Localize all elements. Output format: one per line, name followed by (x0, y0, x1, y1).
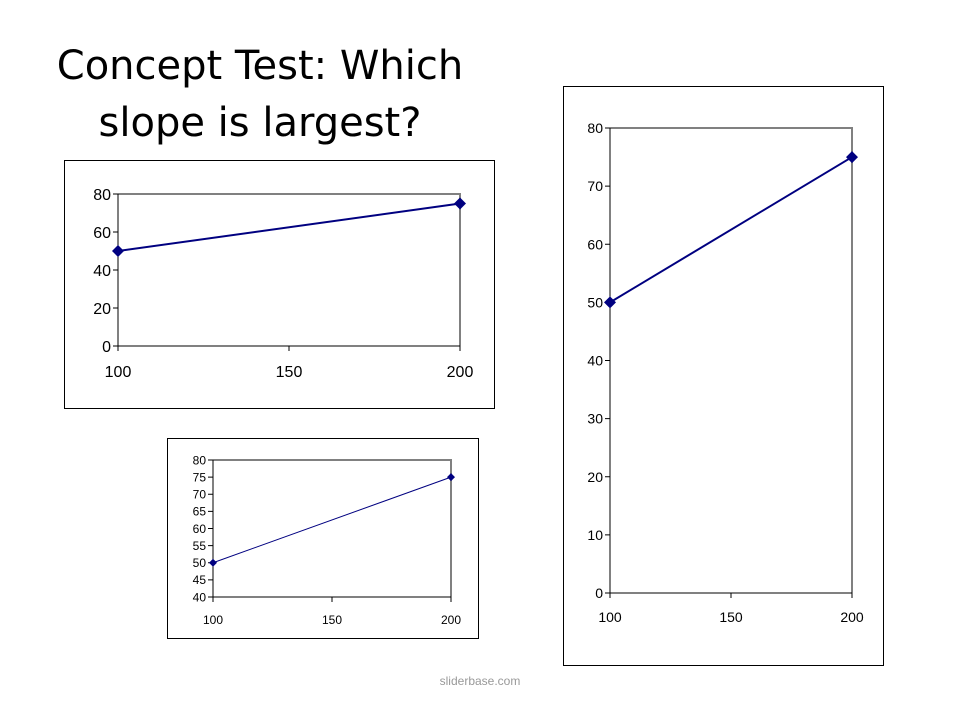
data-point-marker (447, 473, 455, 482)
x-tick-label: 100 (203, 613, 223, 627)
data-point-marker (454, 197, 466, 210)
y-tick-label: 0 (102, 339, 111, 356)
series-line (212, 476, 452, 564)
y-tick-label: 50 (587, 294, 603, 310)
plot-area-border (213, 459, 452, 597)
data-point-marker (846, 151, 858, 164)
y-tick-label: 50 (193, 556, 207, 570)
y-tick-label: 60 (193, 522, 207, 536)
y-tick-label: 70 (193, 488, 207, 502)
y-tick-label: 60 (587, 236, 603, 252)
chart-frame (167, 438, 479, 639)
y-tick-label: 45 (193, 573, 207, 587)
y-tick-label: 65 (193, 505, 207, 519)
data-point-marker (112, 245, 124, 257)
series-line (117, 202, 461, 252)
x-tick-label: 100 (598, 609, 622, 625)
y-tick-label: 40 (93, 263, 111, 280)
y-tick-label: 0 (595, 585, 603, 601)
y-tick-label: 80 (193, 453, 207, 467)
x-tick-label: 150 (322, 613, 342, 627)
y-tick-label: 80 (587, 120, 603, 136)
chart-3: 0 10 20 30 40 50 60 70 80 100 150 200 (563, 86, 884, 666)
chart-frame (64, 160, 495, 409)
y-tick-label: 75 (193, 470, 207, 484)
x-tick-label: 200 (441, 613, 461, 627)
y-tick-label: 55 (193, 539, 207, 553)
y-tick-label: 20 (587, 469, 603, 485)
chart-frame (563, 86, 884, 666)
x-tick-label: 200 (840, 609, 864, 625)
data-point-marker (209, 558, 217, 567)
y-tick-label: 20 (93, 301, 111, 318)
x-tick-label: 150 (276, 364, 303, 381)
plot-area-border (118, 193, 461, 346)
y-tick-label: 80 (93, 187, 111, 204)
data-point-marker (604, 296, 616, 309)
chart-2: 40 45 50 55 60 65 70 75 80 100 150 200 (167, 438, 479, 639)
title-line-2: slope is largest? (98, 100, 422, 146)
title-line-1: Concept Test: Which (56, 43, 464, 89)
x-tick-label: 100 (105, 364, 132, 381)
y-tick-label: 70 (587, 178, 603, 194)
y-tick-label: 40 (587, 353, 603, 369)
y-tick-label: 60 (93, 225, 111, 242)
x-tick-label: 150 (719, 609, 743, 625)
series-line (609, 156, 853, 304)
y-tick-label: 40 (193, 590, 207, 604)
footer-watermark: sliderbase.com (439, 674, 521, 688)
chart-1: 0 20 40 60 80 100 150 200 (64, 160, 495, 409)
slide-title: Concept Test: Which slope is largest? (30, 38, 490, 152)
x-tick-label: 200 (447, 364, 474, 381)
plot-area-border (610, 127, 853, 593)
y-tick-label: 10 (587, 527, 603, 543)
y-tick-label: 30 (587, 411, 603, 427)
